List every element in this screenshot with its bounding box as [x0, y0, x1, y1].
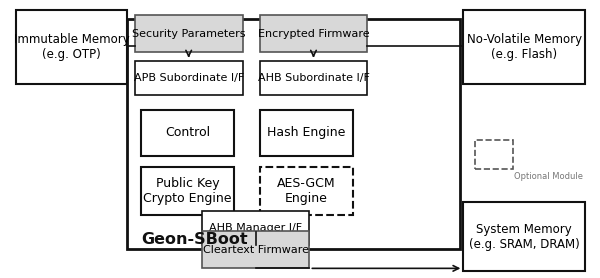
FancyBboxPatch shape: [16, 10, 127, 84]
FancyBboxPatch shape: [260, 167, 353, 215]
FancyBboxPatch shape: [260, 110, 353, 155]
Text: No-Volatile Memory
(e.g. Flash): No-Volatile Memory (e.g. Flash): [467, 33, 582, 61]
FancyBboxPatch shape: [135, 15, 242, 52]
FancyBboxPatch shape: [475, 140, 512, 169]
Text: APB Subordinate I/F: APB Subordinate I/F: [134, 73, 244, 83]
FancyBboxPatch shape: [135, 61, 242, 95]
FancyBboxPatch shape: [141, 110, 234, 155]
Text: Hash Engine: Hash Engine: [268, 126, 346, 139]
FancyBboxPatch shape: [463, 10, 585, 84]
Text: Cleartext Firmware: Cleartext Firmware: [203, 245, 309, 255]
FancyBboxPatch shape: [260, 61, 367, 95]
Text: Security Parameters: Security Parameters: [132, 29, 246, 39]
Text: AHB Subordinate I/F: AHB Subordinate I/F: [258, 73, 370, 83]
Text: Geon-SBoot: Geon-SBoot: [141, 232, 248, 247]
FancyBboxPatch shape: [202, 210, 310, 245]
Text: Immutable Memory
(e.g. OTP): Immutable Memory (e.g. OTP): [14, 33, 129, 61]
Text: Control: Control: [165, 126, 210, 139]
Text: AES-GCM
Engine: AES-GCM Engine: [277, 177, 336, 205]
Text: Encrypted Firmware: Encrypted Firmware: [258, 29, 370, 39]
Text: System Memory
(e.g. SRAM, DRAM): System Memory (e.g. SRAM, DRAM): [469, 223, 580, 251]
FancyBboxPatch shape: [127, 19, 460, 249]
Text: AHB Manager I/F: AHB Manager I/F: [209, 223, 302, 233]
FancyBboxPatch shape: [141, 167, 234, 215]
FancyBboxPatch shape: [463, 202, 585, 271]
Text: Public Key
Crypto Engine: Public Key Crypto Engine: [143, 177, 232, 205]
FancyBboxPatch shape: [260, 15, 367, 52]
Text: Optional Module: Optional Module: [514, 172, 583, 181]
FancyBboxPatch shape: [202, 231, 310, 268]
